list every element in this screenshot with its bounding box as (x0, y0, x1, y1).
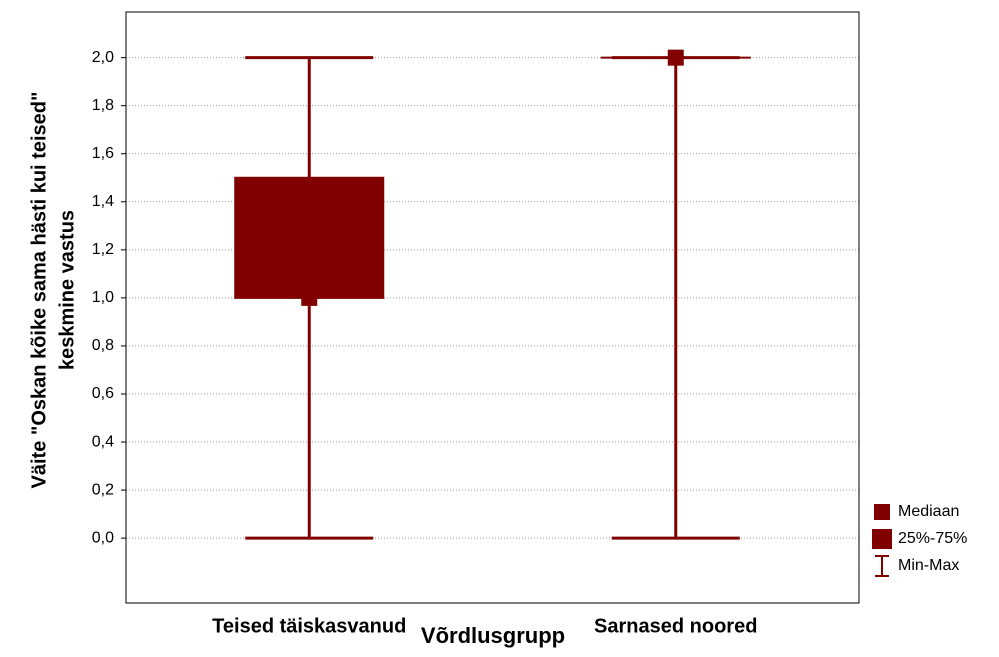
y-tick-label: 1,0 (92, 289, 114, 306)
y-tick-label: 2,0 (92, 49, 114, 66)
legend-icon (872, 529, 892, 549)
legend-label: Min-Max (898, 557, 959, 574)
x-tick-label: Teised täiskasvanud (212, 615, 406, 637)
median (667, 49, 684, 66)
legend-label: 25%-75% (898, 530, 967, 547)
y-tick-label: 1,4 (92, 193, 114, 210)
y-axis-label: Väite "Oskan kõike sama hästi kui teised… (28, 92, 50, 489)
y-tick-label: 1,8 (92, 97, 114, 114)
box (234, 176, 385, 299)
y-tick-label: 0,0 (92, 529, 114, 546)
x-tick-label: Sarnased noored (594, 615, 757, 637)
y-tick-label: 0,6 (92, 385, 114, 402)
x-axis-label: Võrdlusgrupp (421, 623, 565, 648)
y-axis-label: keskmine vastus (56, 210, 78, 370)
legend-icon (874, 504, 890, 520)
y-tick-label: 1,2 (92, 241, 114, 258)
y-tick-label: 1,6 (92, 145, 114, 162)
plot-frame (125, 11, 860, 604)
y-tick-label: 0,4 (92, 433, 114, 450)
y-tick-label: 0,2 (92, 481, 114, 498)
y-tick-label: 0,8 (92, 337, 114, 354)
median (301, 289, 318, 306)
legend-label: Mediaan (898, 503, 959, 520)
